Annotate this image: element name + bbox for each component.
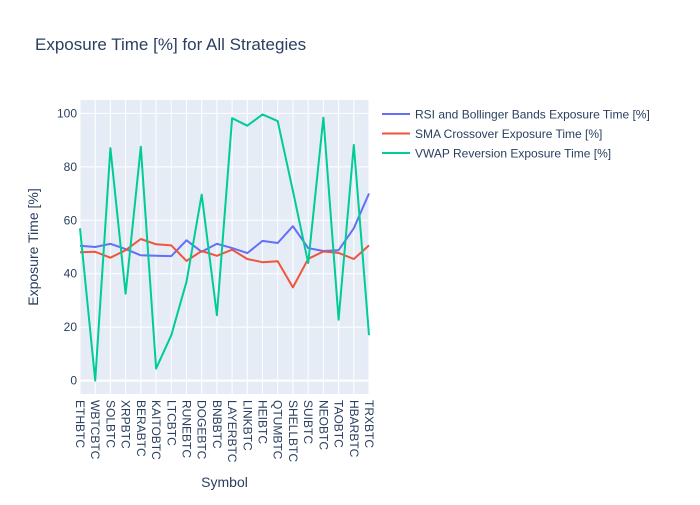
legend-label: SMA Crossover Exposure Time [%] xyxy=(415,127,602,141)
x-tick-label: NEOBTC xyxy=(316,400,330,450)
x-tick-label: RUNEBTC xyxy=(179,400,193,458)
series-line xyxy=(79,238,370,289)
x-tick-label: TRXBTC xyxy=(362,400,376,448)
y-axis-label: Exposure Time [%] xyxy=(25,188,41,306)
legend-item[interactable]: RSI and Bollinger Bands Exposure Time [%… xyxy=(382,108,650,122)
x-tick-label: SHELLBTC xyxy=(286,400,300,462)
x-tick-label: LINKBTC xyxy=(240,400,254,451)
x-tick-label: BNBBTC xyxy=(210,400,224,449)
x-tick-label: TAOBTC xyxy=(332,400,346,448)
x-tick-label: BERABTC xyxy=(134,400,148,457)
y-tick-label: 20 xyxy=(64,320,78,334)
x-tick-label: XRPBTC xyxy=(119,400,133,449)
series-line xyxy=(79,193,370,258)
y-tick-label: 0 xyxy=(70,374,77,388)
x-axis: ETHBTC WBTCBTC SOLBTC XRPBTC BERABTC KAITOBTC… xyxy=(73,400,376,463)
y-tick-label: 80 xyxy=(64,160,78,174)
series-line xyxy=(79,113,370,382)
chart-title: Exposure Time [%] for All Strategies xyxy=(35,35,306,54)
y-tick-label: 100 xyxy=(57,106,77,120)
legend[interactable]: RSI and Bollinger Bands Exposure Time [%… xyxy=(382,108,650,161)
x-tick-label: ETHBTC xyxy=(73,400,87,448)
x-tick-label: WBTCBTC xyxy=(88,400,102,460)
legend-label: VWAP Reversion Exposure Time [%] xyxy=(415,147,611,161)
legend-item[interactable]: SMA Crossover Exposure Time [%] xyxy=(382,127,602,141)
x-tick-label: QTUMBTC xyxy=(271,400,285,460)
x-tick-label: KAITOBTC xyxy=(149,400,163,460)
y-tick-label: 40 xyxy=(64,267,78,281)
series-lines xyxy=(79,113,370,382)
x-tick-label: LTCBTC xyxy=(164,400,178,446)
x-tick-label: SOLBTC xyxy=(103,400,117,448)
y-tick-label: 60 xyxy=(64,213,78,227)
x-tick-label: HEIBTC xyxy=(256,400,270,444)
x-tick-label: DOGEBTC xyxy=(195,400,209,460)
x-tick-label: LAYERBTC xyxy=(225,400,239,463)
legend-item[interactable]: VWAP Reversion Exposure Time [%] xyxy=(382,147,611,161)
x-tick-label: HBARBTC xyxy=(347,400,361,458)
y-axis: 0 20 40 60 80 100 xyxy=(57,106,77,387)
legend-label: RSI and Bollinger Bands Exposure Time [%… xyxy=(415,108,650,122)
x-axis-label: Symbol xyxy=(201,474,248,490)
x-tick-label: SUIBTC xyxy=(301,400,315,444)
